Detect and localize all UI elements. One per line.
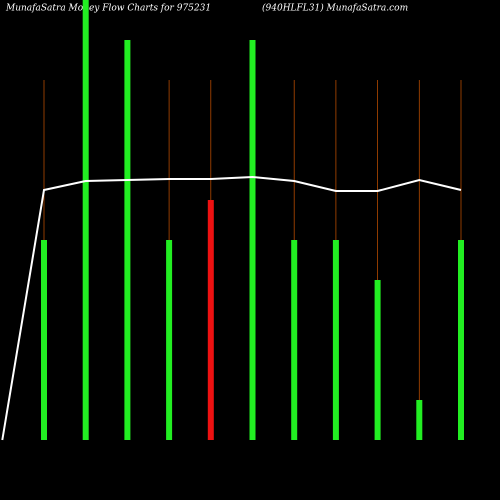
- bar: [124, 40, 131, 440]
- chart-title: MunafaSatra Money Flow Charts for 975231: [5, 4, 211, 14]
- bar: [82, 0, 89, 440]
- bar: [41, 240, 47, 440]
- bar: [416, 400, 423, 440]
- bar: [332, 240, 339, 440]
- bar: [374, 280, 381, 440]
- bar: [249, 40, 256, 440]
- chart-subtitle: (940HLFL31) MunafaSatra.com: [262, 3, 408, 14]
- line: [1, 175, 462, 441]
- bar: [291, 240, 298, 440]
- bar: [458, 240, 464, 440]
- bar: [166, 240, 173, 440]
- bar: [207, 200, 214, 440]
